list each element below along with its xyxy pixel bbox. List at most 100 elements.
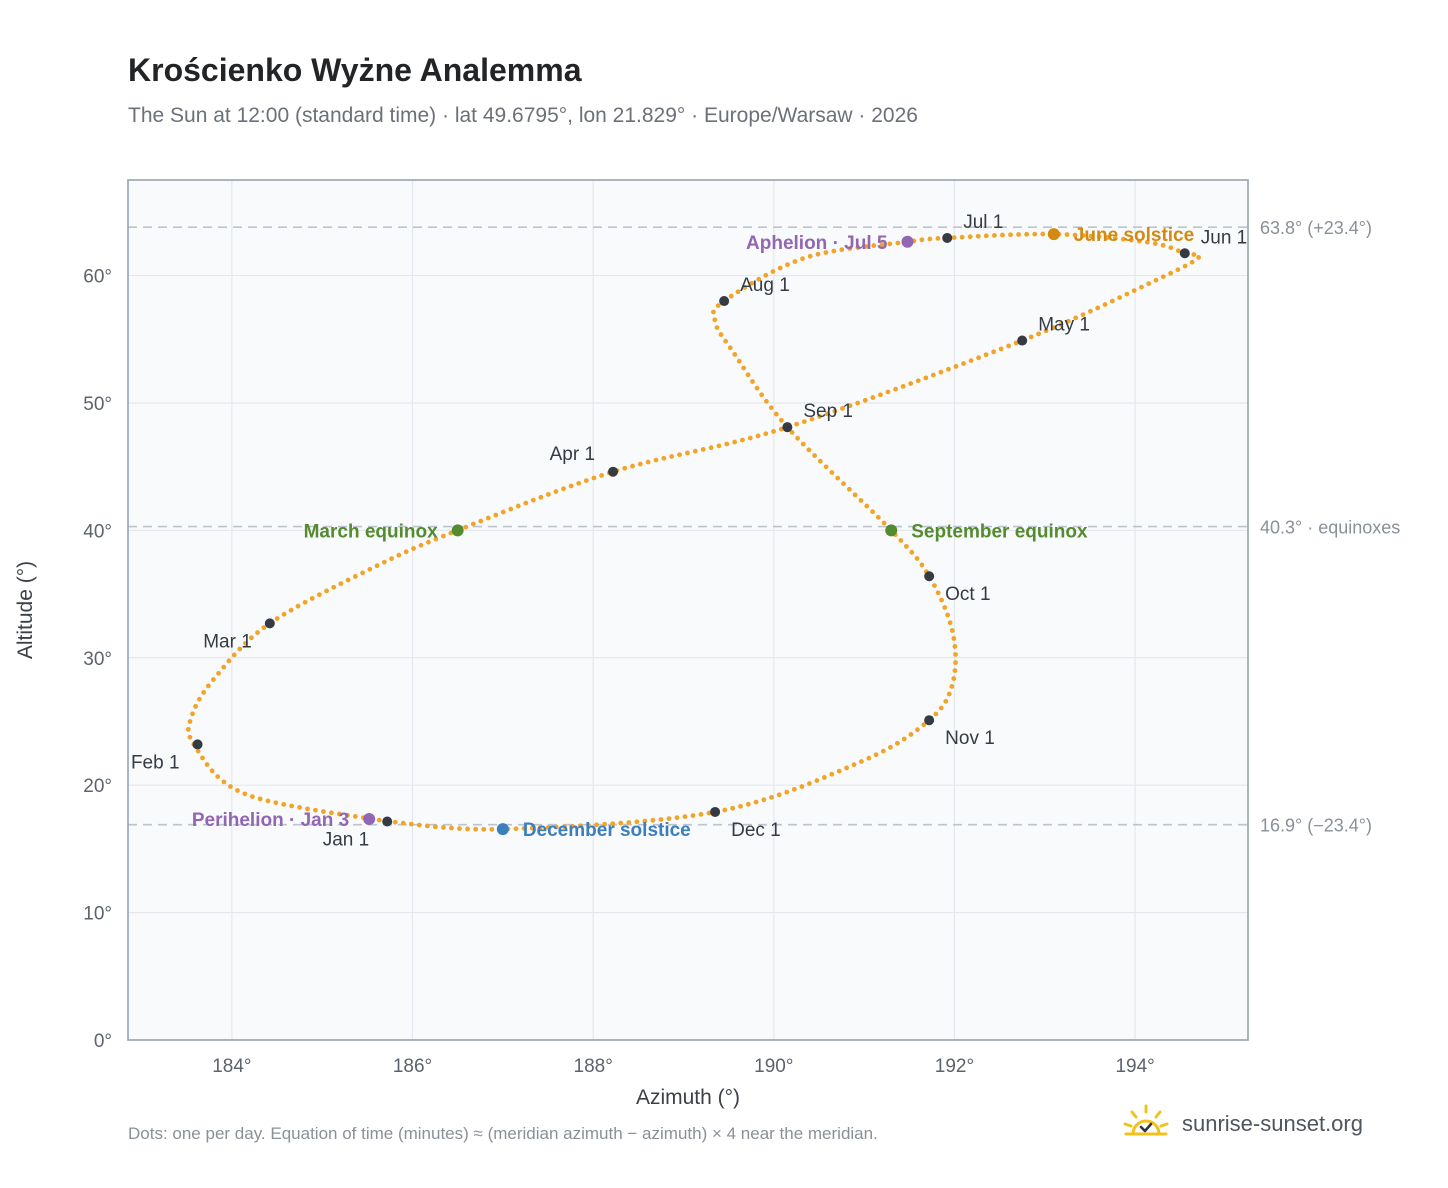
daily-dot: [794, 421, 800, 427]
daily-dot: [878, 392, 883, 398]
month-marker-label: Nov 1: [945, 728, 995, 749]
daily-dot: [932, 583, 937, 588]
daily-dot: [1064, 232, 1070, 238]
daily-dot: [1043, 328, 1049, 334]
daily-dot: [424, 823, 430, 829]
x-tick-label: 184°: [212, 1056, 251, 1077]
daily-dot: [324, 588, 329, 594]
y-tick-label: 10°: [83, 904, 112, 925]
event-label: Perihelion · Jan 3: [192, 810, 349, 831]
daily-dot: [815, 251, 821, 257]
daily-dot: [943, 698, 949, 704]
daily-dot: [221, 664, 227, 670]
daily-dot: [400, 820, 406, 826]
daily-dot: [261, 625, 267, 631]
daily-dot: [700, 447, 706, 452]
daily-dot: [389, 556, 394, 562]
daily-dot: [591, 475, 597, 481]
axes: 184° 186° 188° 190° 192° 194° 0° 10° 20° 30° 40° 50…: [14, 267, 1155, 1109]
daily-dot: [196, 696, 202, 702]
event-marker: [901, 235, 914, 248]
daily-dot: [610, 821, 616, 827]
month-marker-label: Sep 1: [803, 401, 853, 422]
y-tick-label: 30°: [83, 649, 112, 670]
daily-dot: [959, 234, 965, 240]
daily-dot: [919, 562, 925, 568]
daily-dot: [718, 332, 724, 337]
daily-dot: [381, 559, 387, 565]
daily-dot: [722, 807, 728, 813]
daily-dot: [946, 366, 951, 372]
daily-dot: [561, 824, 567, 830]
daily-dot: [921, 722, 927, 728]
daily-dot: [881, 520, 887, 526]
month-marker-label: May 1: [1038, 315, 1090, 336]
daily-dot: [692, 448, 698, 454]
daily-dot: [618, 820, 624, 826]
x-tick-label: 190°: [754, 1056, 793, 1077]
daily-dot: [1087, 308, 1093, 314]
daily-dot: [785, 262, 790, 268]
daily-dot: [674, 815, 680, 821]
daily-dot: [711, 309, 716, 315]
daily-dot: [863, 244, 869, 249]
month-marker-label: Apr 1: [550, 444, 595, 465]
daily-dot: [736, 358, 742, 364]
daily-dot: [568, 483, 574, 489]
daily-dot: [1109, 298, 1115, 304]
daily-dot: [583, 478, 589, 483]
month-marker-label: Jan 1: [323, 829, 369, 850]
daily-dot: [344, 812, 350, 818]
daily-dot: [345, 577, 351, 583]
daily-dot: [209, 768, 215, 774]
event-marker: [1047, 228, 1060, 241]
daily-dot: [792, 259, 798, 264]
chart-title: Krościenko Wyżne Analemma: [128, 52, 582, 88]
daily-dot: [1073, 315, 1079, 321]
daily-dot: [1191, 252, 1197, 257]
daily-dot: [500, 509, 506, 515]
daily-dot: [201, 690, 207, 695]
month-marker: [924, 571, 935, 582]
daily-dot: [784, 789, 790, 795]
event-marker: [363, 812, 376, 825]
daily-dot: [991, 233, 997, 238]
daily-dot: [871, 243, 877, 248]
daily-dot: [578, 823, 583, 829]
daily-dot: [866, 755, 872, 761]
daily-dot: [756, 276, 762, 282]
daily-dot: [1120, 236, 1126, 242]
daily-dot: [426, 539, 431, 545]
daily-dot: [289, 803, 295, 809]
daily-dot: [875, 514, 881, 520]
month-marker-label: Oct 1: [945, 584, 990, 605]
daily-dot: [732, 439, 738, 445]
brand[interactable]: sunrise-sunset.org: [1120, 1102, 1363, 1146]
daily-dot: [800, 256, 805, 262]
daily-dot: [374, 563, 380, 569]
daily-dot: [392, 819, 398, 825]
daily-dot: [408, 821, 414, 827]
daily-dot: [847, 403, 853, 409]
daily-dot: [1040, 231, 1046, 237]
daily-dot: [812, 453, 817, 458]
brand-name: sunrise-sunset.org: [1182, 1111, 1363, 1136]
daily-dot: [952, 668, 958, 673]
month-marker: [382, 816, 393, 827]
daily-dot: [465, 826, 470, 832]
daily-dot: [727, 345, 733, 351]
daily-dot: [895, 240, 901, 246]
daily-dot: [829, 771, 835, 777]
daily-dot: [1036, 331, 1041, 337]
event-marker: [451, 524, 464, 537]
daily-dot: [832, 408, 838, 414]
daily-dot: [1051, 325, 1056, 331]
daily-dot: [873, 752, 879, 758]
x-tick-label: 194°: [1115, 1056, 1154, 1077]
daily-dot: [795, 435, 801, 441]
month-marker: [924, 715, 935, 726]
daily-dot: [1182, 263, 1188, 269]
daily-dot: [602, 821, 608, 827]
daily-dot: [885, 389, 891, 395]
y-tick-label: 60°: [83, 267, 112, 288]
